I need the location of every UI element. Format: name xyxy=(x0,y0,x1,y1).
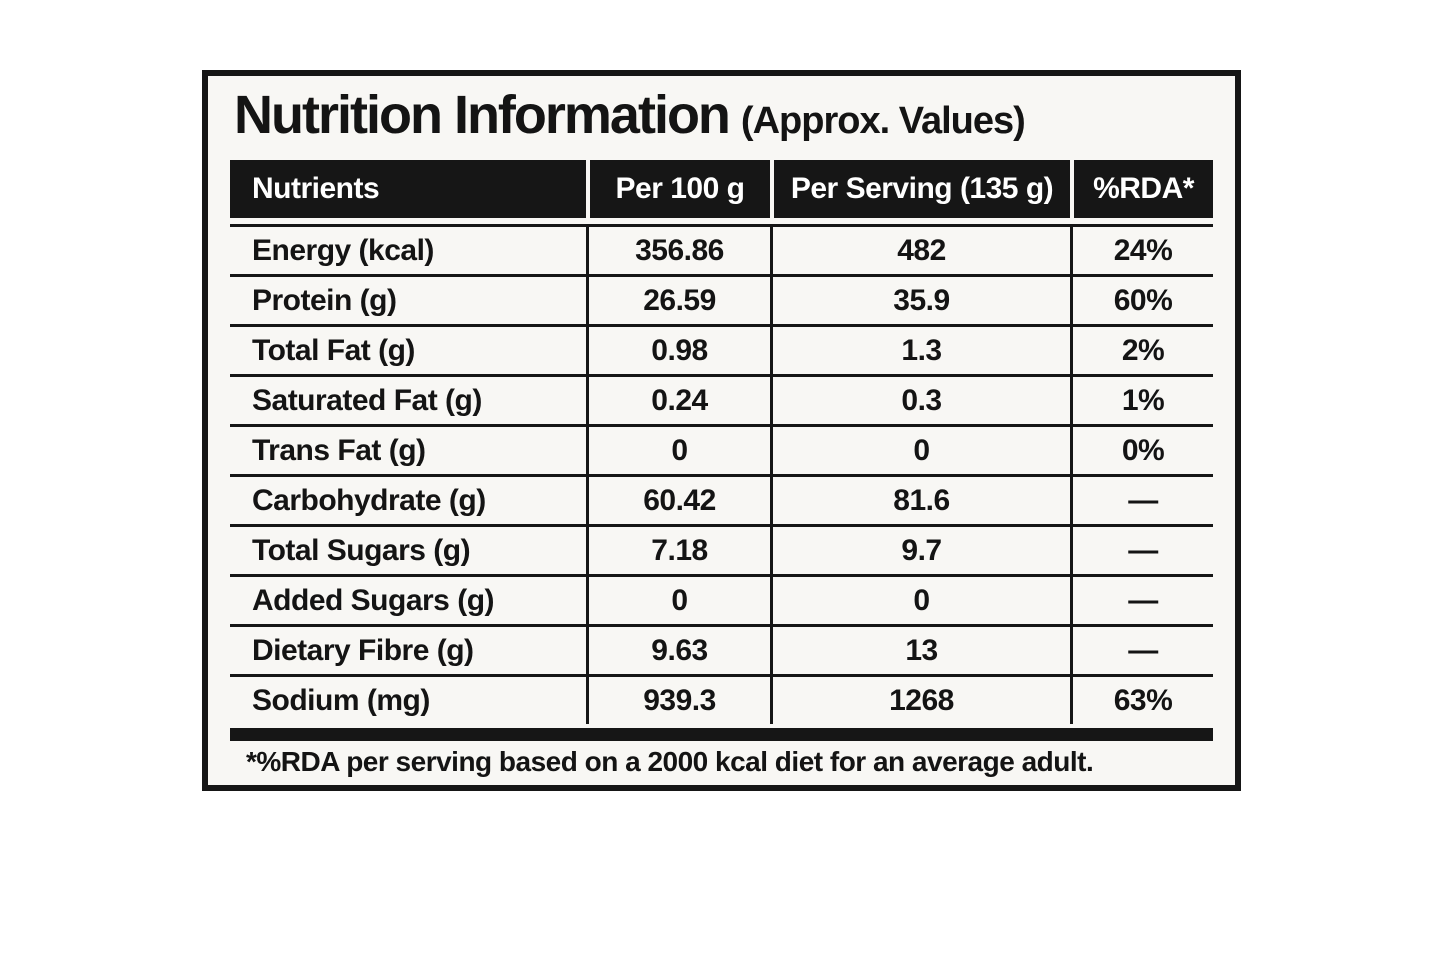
nutrient-label: Total Fat (g) xyxy=(252,333,415,367)
per-serving-value: 0 xyxy=(770,577,1070,624)
table-row-total-fat: Total Fat (g) 0.98 1.3 2% xyxy=(230,324,1213,374)
per-100g-value: 26.59 xyxy=(586,277,770,324)
per-serving-value: 0.3 xyxy=(770,377,1070,424)
table-row-trans-fat: Trans Fat (g) 0 0 0% xyxy=(230,424,1213,474)
per-100g-value: 356.86 xyxy=(586,227,770,274)
rda-value: 63% xyxy=(1070,677,1213,724)
column-header-rda: %RDA* xyxy=(1070,160,1213,218)
per-serving-value: 482 xyxy=(770,227,1070,274)
table-bottom-bar xyxy=(230,728,1213,741)
table-row-dietary-fibre: Dietary Fibre (g) 9.63 13 — xyxy=(230,624,1213,674)
rda-value: 60% xyxy=(1070,277,1213,324)
per-serving-value: 1.3 xyxy=(770,327,1070,374)
column-header-per-serving: Per Serving (135 g) xyxy=(770,160,1070,218)
nutrient-label: Dietary Fibre (g) xyxy=(252,633,474,667)
table-body: Energy (kcal) 356.86 482 24% Protein (g)… xyxy=(230,224,1213,724)
table-row-protein: Protein (g) 26.59 35.9 60% xyxy=(230,274,1213,324)
table-row-total-sugars: Total Sugars (g) 7.18 9.7 — xyxy=(230,524,1213,574)
per-100g-value: 0.98 xyxy=(586,327,770,374)
per-100g-value: 60.42 xyxy=(586,477,770,524)
table-row-sodium: Sodium (mg) 939.3 1268 63% xyxy=(230,674,1213,724)
nutrient-label: Saturated Fat (g) xyxy=(252,383,482,417)
column-header-nutrients: Nutrients xyxy=(252,172,380,205)
nutrition-table: Nutrients Per 100 g Per Serving (135 g) … xyxy=(230,160,1213,741)
column-header-per-100g: Per 100 g xyxy=(586,160,770,218)
nutrient-label: Protein (g) xyxy=(252,283,397,317)
table-header-row: Nutrients Per 100 g Per Serving (135 g) … xyxy=(230,160,1213,218)
table-row-saturated-fat: Saturated Fat (g) 0.24 0.3 1% xyxy=(230,374,1213,424)
per-serving-value: 81.6 xyxy=(770,477,1070,524)
per-100g-value: 7.18 xyxy=(586,527,770,574)
rda-value: 24% xyxy=(1070,227,1213,274)
per-serving-value: 9.7 xyxy=(770,527,1070,574)
table-row-energy: Energy (kcal) 356.86 482 24% xyxy=(230,224,1213,274)
rda-value: 0% xyxy=(1070,427,1213,474)
rda-value: 2% xyxy=(1070,327,1213,374)
per-100g-value: 9.63 xyxy=(586,627,770,674)
nutrient-label: Carbohydrate (g) xyxy=(252,483,486,517)
per-100g-value: 939.3 xyxy=(586,677,770,724)
per-100g-value: 0 xyxy=(586,427,770,474)
per-serving-value: 35.9 xyxy=(770,277,1070,324)
rda-value: — xyxy=(1070,577,1213,624)
per-serving-value: 13 xyxy=(770,627,1070,674)
table-row-carbohydrate: Carbohydrate (g) 60.42 81.6 — xyxy=(230,474,1213,524)
per-100g-value: 0 xyxy=(586,577,770,624)
per-serving-value: 0 xyxy=(770,427,1070,474)
rda-value: 1% xyxy=(1070,377,1213,424)
page-title: Nutrition Information xyxy=(234,85,731,145)
nutrition-label-panel: Nutrition Information (Approx. Values) N… xyxy=(202,70,1241,791)
nutrient-label: Added Sugars (g) xyxy=(252,583,495,617)
title-row: Nutrition Information (Approx. Values) xyxy=(234,84,1026,146)
nutrient-label: Trans Fat (g) xyxy=(252,433,426,467)
table-row-added-sugars: Added Sugars (g) 0 0 — xyxy=(230,574,1213,624)
rda-value: — xyxy=(1070,527,1213,574)
per-100g-value: 0.24 xyxy=(586,377,770,424)
rda-value: — xyxy=(1070,627,1213,674)
nutrient-label: Sodium (mg) xyxy=(252,683,430,717)
nutrient-label: Total Sugars (g) xyxy=(252,533,471,567)
rda-footnote: *%RDA per serving based on a 2000 kcal d… xyxy=(246,746,1094,777)
rda-value: — xyxy=(1070,477,1213,524)
nutrient-label: Energy (kcal) xyxy=(252,233,434,267)
per-serving-value: 1268 xyxy=(770,677,1070,724)
page-subtitle: (Approx. Values) xyxy=(740,100,1026,142)
